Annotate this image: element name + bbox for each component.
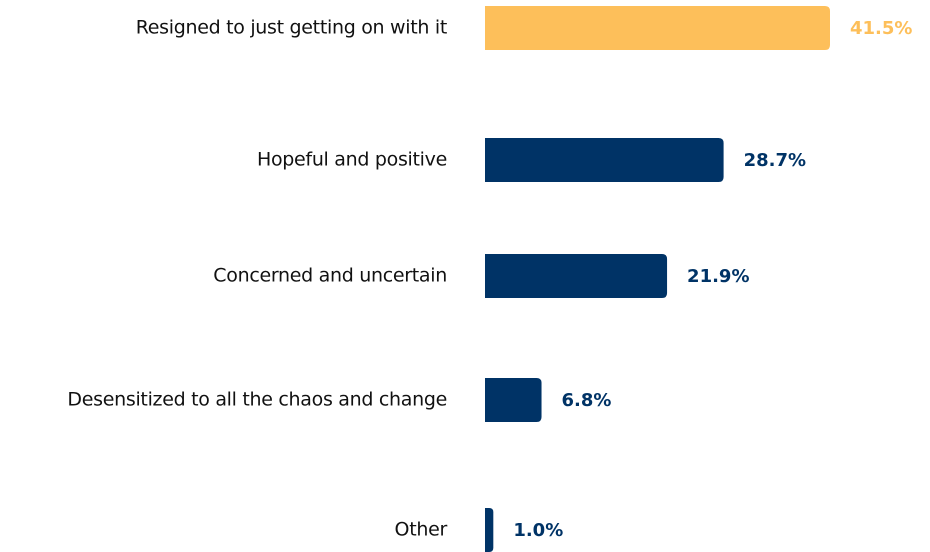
category-label: Concerned and uncertain — [213, 265, 447, 287]
bar — [485, 138, 724, 182]
value-label: 41.5% — [850, 18, 912, 39]
bar — [485, 6, 830, 50]
value-label: 1.0% — [513, 520, 563, 541]
category-label: Desensitized to all the chaos and change — [67, 389, 447, 411]
value-label: 21.9% — [687, 266, 749, 287]
category-label: Resigned to just getting on with it — [136, 17, 447, 39]
bar — [485, 508, 494, 552]
bar — [485, 378, 542, 422]
value-label: 6.8% — [562, 390, 612, 411]
category-label: Other — [395, 519, 448, 541]
bar — [485, 254, 668, 298]
category-label: Hopeful and positive — [257, 149, 447, 171]
value-label: 28.7% — [744, 150, 806, 171]
